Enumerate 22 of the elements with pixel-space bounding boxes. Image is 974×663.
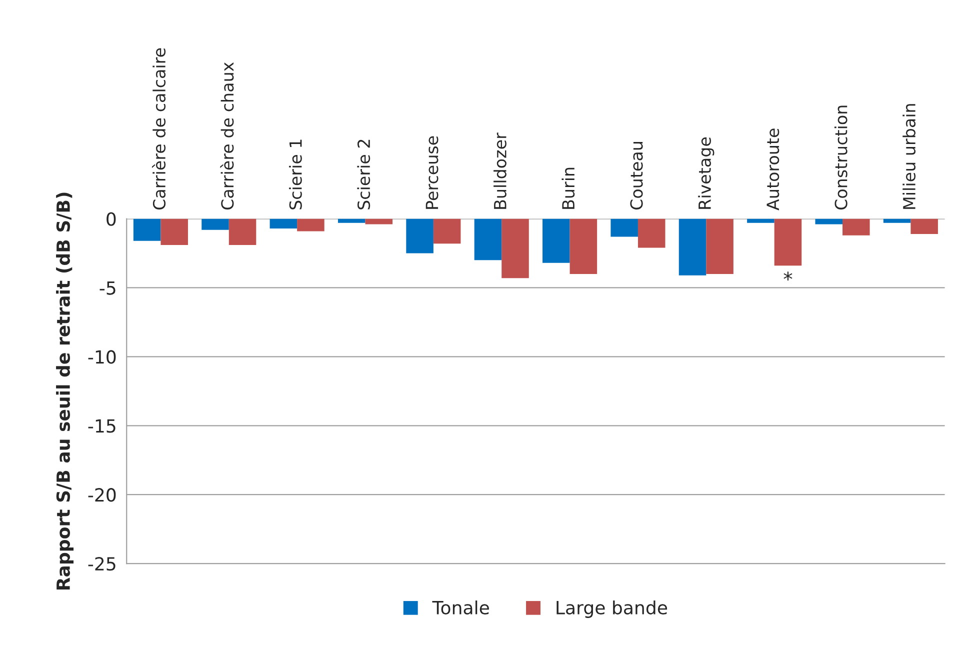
x-tick-label: Scierie 1 bbox=[289, 140, 302, 210]
x-tick-label: Bulldozer bbox=[494, 132, 506, 209]
x-tick-label: Carrière de chaux bbox=[220, 62, 234, 210]
x-tick-label: Autoroute bbox=[766, 128, 780, 210]
x-tick-label: Burin bbox=[562, 168, 575, 209]
legend-label: Large bande bbox=[556, 600, 668, 618]
y-tick-label: -10 bbox=[88, 350, 116, 364]
x-tick-label: Construction bbox=[834, 106, 848, 210]
legend-label: Tonale bbox=[432, 600, 489, 614]
y-axis-title: Rapport S/B au seuil de retrait (dB S/B) bbox=[56, 192, 74, 590]
x-tick-label: Rivetage bbox=[698, 137, 714, 209]
x-tick-label: Carrière de calcaire bbox=[152, 48, 166, 210]
y-tick-label: -15 bbox=[88, 419, 116, 433]
x-tick-label: Perceuse bbox=[426, 136, 438, 209]
y-tick-label: -20 bbox=[88, 488, 116, 502]
annotation: * bbox=[784, 272, 792, 280]
y-tick-label: -25 bbox=[88, 557, 116, 571]
x-tick-label: Milieu urbain bbox=[902, 104, 916, 209]
y-tick-label: 0 bbox=[106, 212, 116, 226]
x-tick-label: Scierie 2 bbox=[357, 140, 370, 210]
x-tick-label: Couteau bbox=[630, 142, 643, 210]
y-tick-label: -5 bbox=[100, 281, 116, 295]
